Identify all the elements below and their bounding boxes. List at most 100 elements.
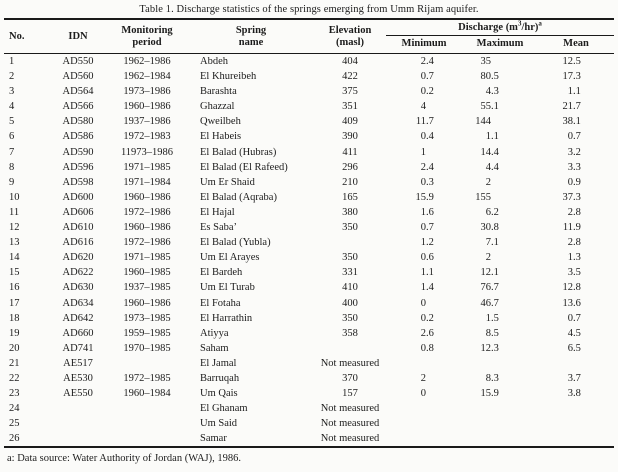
cell-idn <box>50 431 106 447</box>
cell-name: Barashta <box>200 86 237 98</box>
cell-mean: 3.7 <box>567 372 581 384</box>
table-header: No. IDN Monitoring period Spring name El… <box>4 19 615 54</box>
cell-period: 1973–1985 <box>123 312 171 324</box>
cell-min: 0 <box>420 388 426 400</box>
cell-idn: AD560 <box>62 71 94 83</box>
table-row: 15 AD622 1960–1985 El Bardeh 331 1.1 12.1 3.5 <box>4 265 614 280</box>
cell-max <box>462 431 538 447</box>
cell-period: 1960–1984 <box>123 388 171 400</box>
cell-no: 17 <box>9 297 20 309</box>
cell-max: 76.7 <box>480 282 499 294</box>
cell-idn: AD550 <box>62 56 94 67</box>
cell-name: Barruqah <box>200 372 240 384</box>
cell-elevation: 165 <box>342 191 358 203</box>
cell-no: 16 <box>9 282 20 294</box>
cell-idn: AD616 <box>62 237 94 249</box>
cell-mean <box>538 416 614 431</box>
col-header-minimum: Minimum <box>386 35 462 54</box>
cell-mean: 38.1 <box>562 116 581 128</box>
cell-idn: AD566 <box>62 101 94 113</box>
cell-elevation: 380 <box>342 206 358 218</box>
cell-max: 80.5 <box>480 71 499 83</box>
cell-period: 1960–1986 <box>123 101 171 113</box>
cell-mean: 6.5 <box>567 342 581 354</box>
cell-min: 1.1 <box>420 267 434 279</box>
cell-elevation: 409 <box>342 116 358 128</box>
cell-max: 30.8 <box>480 222 499 234</box>
cell-mean: 13.6 <box>562 297 581 309</box>
cell-mean: 21.7 <box>562 101 581 113</box>
cell-mean: 1.1 <box>567 86 581 98</box>
cell-mean: 0.9 <box>567 176 581 188</box>
cell-min: 2.6 <box>420 327 434 339</box>
cell-min <box>386 401 462 416</box>
cell-no: 14 <box>9 252 20 264</box>
cell-no: 9 <box>9 176 15 188</box>
cell-name: Abdeh <box>200 56 228 67</box>
cell-mean: 3.3 <box>567 161 581 173</box>
cell-idn: AD606 <box>62 206 94 218</box>
cell-period: 1971–1984 <box>123 176 171 188</box>
cell-period: 1962–1986 <box>123 56 171 67</box>
table-row: 22 AE530 1972–1985 Barruqah 370 2 8.3 3.7 <box>4 371 614 386</box>
cell-elevation: 370 <box>342 372 358 384</box>
cell-idn: AD630 <box>62 282 94 294</box>
cell-no: 15 <box>9 267 20 279</box>
cell-idn: AD642 <box>62 312 94 324</box>
col-header-monitoring-period: Monitoring period <box>106 19 188 54</box>
cell-min: 1.6 <box>420 206 434 218</box>
cell-elevation: 390 <box>342 131 358 143</box>
cell-min: 2.4 <box>420 161 434 173</box>
cell-name: El Fotaha <box>200 297 241 309</box>
cell-max: 15.9 <box>480 388 499 400</box>
cell-min: 0 <box>420 297 426 309</box>
cell-max: 1.5 <box>485 312 499 324</box>
cell-mean: 3.5 <box>567 267 581 279</box>
cell-period: 1937–1985 <box>123 282 171 294</box>
cell-elevation: 351 <box>342 101 358 113</box>
cell-period: 1960–1986 <box>123 191 171 203</box>
table-row: 3 AD564 1973–1986 Barashta 375 0.2 4.3 1.1 <box>4 84 614 99</box>
table-row: 26 Samar Not measured <box>4 431 614 447</box>
cell-idn: AD580 <box>62 116 94 128</box>
cell-min: 0.2 <box>420 86 434 98</box>
cell-max: 2 <box>485 252 491 264</box>
table-row: 4 AD566 1960–1986 Ghazzal 351 4 55.1 21.7 <box>4 99 614 114</box>
table-row: 14 AD620 1971–1985 Um El Arayes 350 0.6 2 1.3 <box>4 250 614 265</box>
cell-mean: 12.5 <box>562 56 581 67</box>
cell-no: 19 <box>9 327 20 339</box>
cell-no: 21 <box>9 357 20 369</box>
cell-period: 1972–1985 <box>123 372 171 384</box>
cell-name: Qweilbeh <box>200 116 241 128</box>
cell-min: 0.4 <box>420 131 434 143</box>
table-row: 25 Um Said Not measured <box>4 416 614 431</box>
cell-elevation: Not measured <box>320 357 380 369</box>
cell-no: 7 <box>9 146 15 158</box>
table-row: 6 AD586 1972–1983 El Habeis 390 0.4 1.1 0.7 <box>4 129 614 144</box>
cell-idn: AD660 <box>62 327 94 339</box>
cell-period: 1962–1984 <box>123 71 171 83</box>
cell-name: El Bardeh <box>200 267 243 279</box>
cell-name: Um El Turab <box>200 282 255 294</box>
table-row: 24 El Ghanam Not measured <box>4 401 614 416</box>
cell-max: 8.3 <box>485 372 499 384</box>
cell-mean: 3.8 <box>567 388 581 400</box>
cell-period: 1972–1986 <box>123 206 171 218</box>
table-row: 10 AD600 1960–1986 El Balad (Aqraba) 165 15.9… <box>4 190 614 205</box>
cell-name: El Balad (El Rafeed) <box>200 161 288 173</box>
cell-elevation <box>314 341 386 356</box>
cell-elevation: 350 <box>342 252 358 264</box>
cell-min: 1 <box>420 146 426 158</box>
cell-max: 8.5 <box>485 327 499 339</box>
cell-min: 0.8 <box>420 342 434 354</box>
cell-name: El Ghanam <box>200 403 248 415</box>
cell-period <box>106 401 188 416</box>
table-row: 12 AD610 1960–1986 Es Saba’ 350 0.7 30.8 11.9 <box>4 220 614 235</box>
table-row: 17 AD634 1960–1986 El Fotaha 400 0 46.7 13.6 <box>4 296 614 311</box>
cell-no: 12 <box>9 222 20 234</box>
cell-mean <box>538 356 614 371</box>
cell-min: 2 <box>420 372 426 384</box>
cell-name: El Harrathin <box>200 312 253 324</box>
cell-min: 0.6 <box>420 252 434 264</box>
cell-name: Es Saba’ <box>200 222 238 234</box>
